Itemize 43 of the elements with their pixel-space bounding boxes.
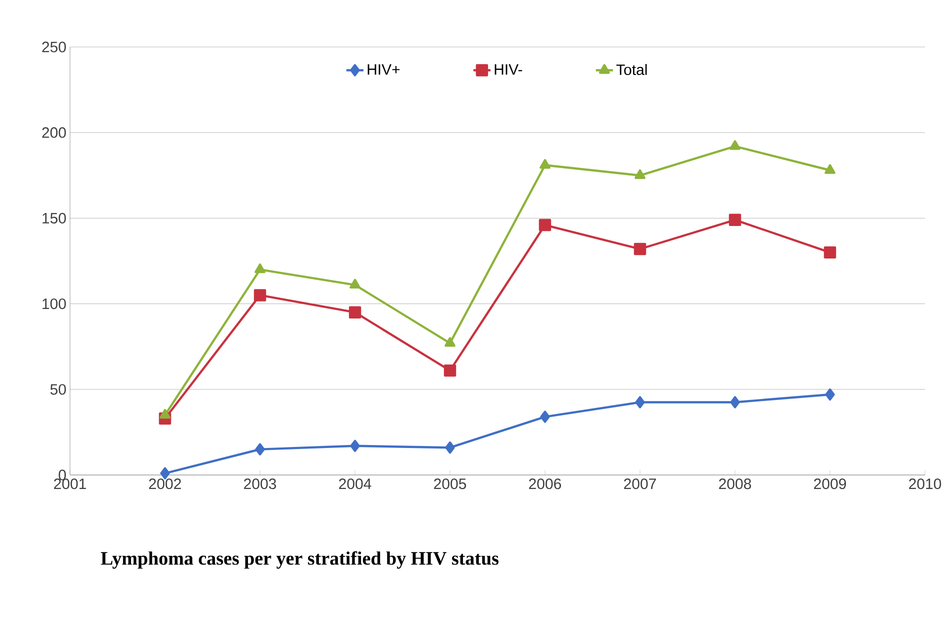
point bbox=[444, 337, 456, 347]
text: Lymphoma cases per yer stratified by HIV status bbox=[100, 551, 499, 569]
x-tick-label: 2007 bbox=[624, 478, 656, 490]
point bbox=[634, 242, 646, 256]
x-tick-label: 2010 bbox=[909, 478, 942, 490]
point bbox=[730, 396, 740, 408]
point bbox=[348, 306, 362, 318]
point bbox=[445, 441, 455, 454]
x-tick-label: 2009 bbox=[814, 478, 846, 490]
point bbox=[634, 169, 646, 179]
y-tick-label: 150 bbox=[42, 212, 66, 224]
point bbox=[824, 164, 836, 174]
x-tick-label: 2002 bbox=[149, 478, 181, 490]
point bbox=[730, 140, 740, 150]
y-tick-label: 50 bbox=[50, 384, 66, 395]
x-tick-label: 2004 bbox=[339, 478, 372, 490]
point bbox=[824, 246, 836, 259]
y-tick-label: 0 bbox=[58, 470, 66, 480]
point bbox=[540, 410, 550, 423]
legend-label: HIV- bbox=[494, 64, 522, 75]
point bbox=[538, 218, 552, 232]
legend-label: HIV+ bbox=[368, 64, 400, 75]
point bbox=[160, 467, 170, 480]
point bbox=[825, 388, 835, 401]
x-tick-label: 2001 bbox=[54, 478, 86, 490]
x-tick-label: 2006 bbox=[529, 478, 562, 490]
point bbox=[350, 440, 360, 452]
y-tick-label: 200 bbox=[42, 127, 66, 138]
point bbox=[444, 364, 456, 377]
x-tick-label: 2008 bbox=[719, 478, 752, 490]
x-tick-label: 2003 bbox=[244, 478, 276, 490]
point bbox=[728, 214, 742, 226]
x-tick-label: 2005 bbox=[434, 478, 466, 490]
point bbox=[254, 289, 266, 302]
point bbox=[255, 443, 265, 456]
y-tick-label: 250 bbox=[42, 42, 66, 52]
point bbox=[635, 396, 645, 408]
point bbox=[540, 159, 550, 169]
legend-label: Total bbox=[616, 64, 647, 76]
point bbox=[160, 408, 170, 419]
point bbox=[350, 278, 360, 289]
y-tick-label: 100 bbox=[42, 298, 66, 310]
point bbox=[254, 263, 266, 274]
